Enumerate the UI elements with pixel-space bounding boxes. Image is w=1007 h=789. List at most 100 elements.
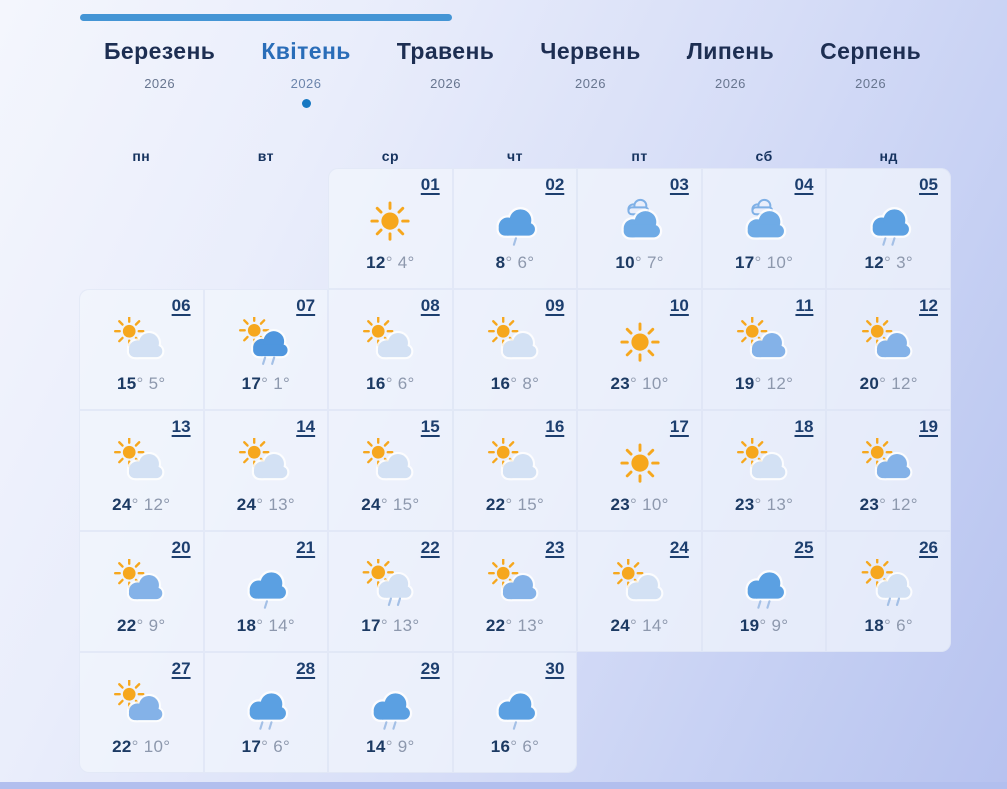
temp-high: 22 bbox=[117, 616, 137, 635]
day-cell[interactable]: 18 23° 13° bbox=[701, 410, 827, 531]
day-number-link[interactable]: 07 bbox=[296, 296, 316, 315]
day-number-link[interactable]: 13 bbox=[171, 417, 191, 436]
weekday-tue: вт bbox=[257, 148, 274, 164]
day-number-link[interactable]: 02 bbox=[545, 175, 565, 194]
day-number-link[interactable]: 15 bbox=[420, 417, 440, 436]
day-temperatures: 17° 1° bbox=[204, 374, 329, 394]
day-number-link[interactable]: 04 bbox=[794, 175, 814, 194]
degree-sign: ° bbox=[385, 737, 393, 756]
mostly-cloudy-icon bbox=[79, 680, 204, 732]
day-cell[interactable]: 21 18° 14° bbox=[203, 531, 329, 652]
light-rain-icon bbox=[204, 559, 329, 611]
day-cell[interactable]: 20 22° 9° bbox=[79, 531, 204, 652]
day-cell[interactable]: 09 16° 8° bbox=[452, 289, 578, 410]
tab-month-may[interactable]: Травень 2026 bbox=[397, 38, 494, 108]
day-number-link[interactable]: 18 bbox=[794, 417, 814, 436]
day-cell[interactable]: 27 22° 10° bbox=[79, 652, 204, 773]
day-cell[interactable]: 01 12° 4° bbox=[328, 168, 453, 289]
temp-high: 15 bbox=[117, 374, 137, 393]
tab-month-july[interactable]: Липень 2026 bbox=[687, 38, 774, 108]
tab-month-april[interactable]: Квітень 2026 bbox=[261, 38, 350, 108]
day-number-link[interactable]: 30 bbox=[545, 659, 565, 678]
day-number-link[interactable]: 27 bbox=[171, 659, 191, 678]
day-temperatures: 12° 4° bbox=[328, 253, 453, 273]
day-number-link[interactable]: 26 bbox=[919, 538, 938, 557]
day-cell[interactable]: 02 8° 6° bbox=[452, 168, 578, 289]
day-number-link[interactable]: 10 bbox=[669, 296, 689, 315]
partly-cloudy-icon bbox=[328, 438, 453, 490]
day-number-link[interactable]: 09 bbox=[545, 296, 565, 315]
day-cell[interactable]: 13 24° 12° bbox=[79, 410, 204, 531]
tab-month-march[interactable]: Березень 2026 bbox=[104, 38, 215, 108]
day-cell[interactable]: 08 16° 6° bbox=[328, 289, 453, 410]
day-cell[interactable]: 16 22° 15° bbox=[452, 410, 578, 531]
day-cell[interactable]: 26 18° 6° bbox=[826, 531, 951, 652]
day-cell[interactable]: 29 14° 9° bbox=[328, 652, 453, 773]
day-number-link[interactable]: 22 bbox=[420, 538, 440, 557]
degree-sign: ° bbox=[759, 616, 767, 635]
day-temperatures: 18° 14° bbox=[204, 616, 329, 636]
day-cell[interactable]: 14 24° 13° bbox=[203, 410, 329, 531]
weekday-sun: нд bbox=[879, 148, 898, 164]
light-rain-icon bbox=[453, 680, 578, 732]
day-number-link[interactable]: 21 bbox=[296, 538, 316, 557]
day-number-link[interactable]: 29 bbox=[420, 659, 440, 678]
day-cell[interactable]: 28 17° 6° bbox=[203, 652, 329, 773]
day-cell[interactable]: 03 10° 7° bbox=[577, 168, 702, 289]
day-temperatures: 22° 15° bbox=[453, 495, 578, 515]
tab-month-august[interactable]: Серпень 2026 bbox=[820, 38, 921, 108]
day-number-link[interactable]: 08 bbox=[420, 296, 440, 315]
day-number-link[interactable]: 14 bbox=[296, 417, 316, 436]
day-number-link[interactable]: 20 bbox=[171, 538, 191, 557]
empty-day-cell bbox=[577, 652, 702, 773]
active-month-dot bbox=[301, 99, 311, 108]
day-number-link[interactable]: 28 bbox=[296, 659, 316, 678]
day-cell[interactable]: 24 24° 14° bbox=[577, 531, 702, 652]
day-cell[interactable]: 15 24° 15° bbox=[328, 410, 453, 531]
day-number-link[interactable]: 11 bbox=[795, 296, 814, 315]
day-number-link[interactable]: 05 bbox=[919, 175, 938, 194]
day-number-link[interactable]: 06 bbox=[171, 296, 191, 315]
empty-day-cell bbox=[79, 168, 204, 289]
calendar-grid: 01 12° 4° 02 8° 6° 03 10° 7° 04 17° 10° 05 1… bbox=[79, 168, 951, 773]
day-cell[interactable]: 07 17° 1° bbox=[203, 289, 329, 410]
temp-low: 3° bbox=[896, 253, 913, 272]
day-number-link[interactable]: 17 bbox=[669, 417, 689, 436]
day-cell[interactable]: 05 12° 3° bbox=[826, 168, 951, 289]
temp-high: 17 bbox=[241, 374, 262, 393]
degree-sign: ° bbox=[754, 495, 762, 514]
day-cell[interactable]: 22 17° 13° bbox=[328, 531, 453, 652]
day-cell[interactable]: 12 20° 12° bbox=[826, 289, 951, 410]
day-number-link[interactable]: 19 bbox=[919, 417, 938, 436]
day-cell[interactable]: 25 19° 9° bbox=[701, 531, 827, 652]
partly-cloudy-icon bbox=[79, 438, 204, 490]
day-cell[interactable]: 30 16° 6° bbox=[452, 652, 578, 773]
day-temperatures: 22° 13° bbox=[453, 616, 578, 636]
day-temperatures: 20° 12° bbox=[826, 374, 951, 394]
day-temperatures: 24° 15° bbox=[328, 495, 453, 515]
day-cell[interactable]: 23 22° 13° bbox=[452, 531, 578, 652]
day-cell[interactable]: 17 23° 10° bbox=[577, 410, 702, 531]
day-number-link[interactable]: 24 bbox=[669, 538, 689, 557]
day-cell[interactable]: 19 23° 12° bbox=[826, 410, 951, 531]
day-cell[interactable]: 10 23° 10° bbox=[577, 289, 702, 410]
day-number-link[interactable]: 16 bbox=[545, 417, 565, 436]
empty-day-cell bbox=[826, 652, 951, 773]
day-cell[interactable]: 04 17° 10° bbox=[701, 168, 827, 289]
day-number-link[interactable]: 03 bbox=[669, 175, 689, 194]
day-cell[interactable]: 06 15° 5° bbox=[79, 289, 204, 410]
day-number-link[interactable]: 12 bbox=[919, 296, 938, 315]
mostly-cloudy-icon bbox=[702, 317, 827, 369]
day-temperatures: 22° 9° bbox=[79, 616, 204, 636]
day-cell[interactable]: 11 19° 12° bbox=[701, 289, 827, 410]
degree-sign: ° bbox=[879, 495, 887, 514]
day-number-link[interactable]: 25 bbox=[794, 538, 814, 557]
temp-low: 14° bbox=[642, 616, 669, 635]
degree-sign: ° bbox=[385, 374, 393, 393]
day-number-link[interactable]: 01 bbox=[420, 175, 440, 194]
month-label: Березень bbox=[104, 38, 216, 64]
tab-month-june[interactable]: Червень 2026 bbox=[540, 38, 640, 108]
month-carousel-progress-bar bbox=[80, 14, 452, 21]
day-number-link[interactable]: 23 bbox=[545, 538, 565, 557]
